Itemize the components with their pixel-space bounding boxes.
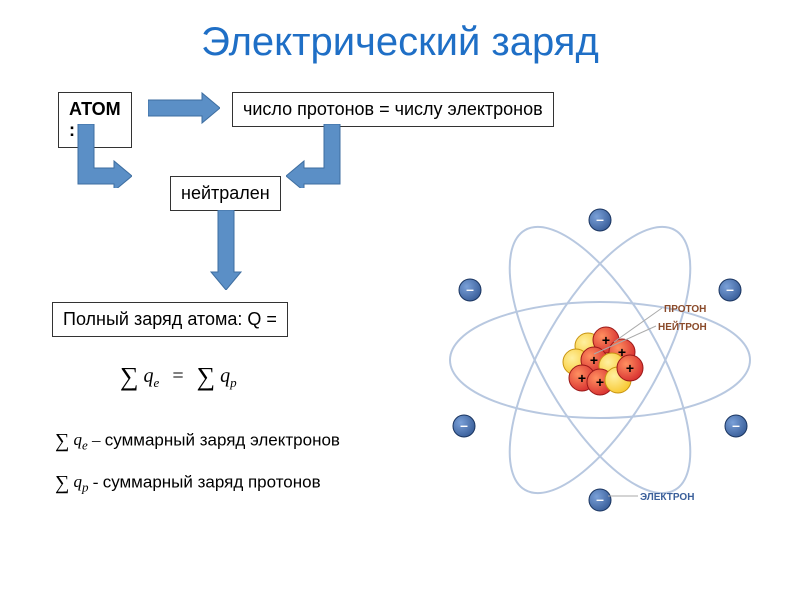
- sum-symbol-2: ∑: [197, 362, 216, 392]
- dash-e: –: [92, 430, 105, 449]
- sum-symbol-e: ∑: [55, 430, 69, 453]
- box-full-charge: Полный заряд атома: Q =: [52, 302, 288, 337]
- arrow-neutral-to-charge: [204, 210, 248, 290]
- box-pe-label: число протонов = числу электронов: [243, 99, 543, 119]
- box-atom-label1: АТОМ: [69, 99, 121, 119]
- svg-text:+: +: [590, 352, 598, 368]
- def-e-text: суммарный заряд электронов: [105, 430, 340, 449]
- atom-label-neutron: НЕЙТРОН: [658, 320, 707, 333]
- formula-def-electrons: ∑ qe – суммарный заряд электронов: [55, 430, 340, 454]
- svg-text:–: –: [460, 417, 468, 433]
- svg-text:+: +: [626, 360, 634, 376]
- svg-text:–: –: [726, 281, 734, 297]
- box-neutral-label: нейтрален: [181, 183, 270, 203]
- atom-model-diagram: ++++++––––––ПРОТОННЕЙТРОНЭЛЕКТРОН: [420, 200, 780, 520]
- sum-symbol-p: ∑: [55, 472, 69, 495]
- eq-sign: =: [164, 365, 191, 387]
- formula-def-protons: ∑ qp - суммарный заряд протонов: [55, 472, 321, 496]
- svg-text:–: –: [596, 491, 604, 507]
- svg-text:–: –: [732, 417, 740, 433]
- page-title: Электрический заряд: [0, 0, 800, 65]
- dash-p: -: [93, 472, 103, 491]
- atom-svg: ++++++––––––ПРОТОННЕЙТРОНЭЛЕКТРОН: [420, 200, 780, 520]
- box-protons-electrons: число протонов = числу электронов: [232, 92, 554, 127]
- svg-text:–: –: [596, 211, 604, 227]
- box-charge-label1: Полный заряд атома: Q =: [63, 309, 277, 329]
- svg-text:–: –: [466, 281, 474, 297]
- sum-symbol: ∑: [120, 362, 139, 392]
- var-qp: qp: [220, 365, 237, 387]
- svg-text:+: +: [578, 370, 586, 386]
- atom-label-electron: ЭЛЕКТРОН: [640, 492, 694, 503]
- var-qe-2: qe: [74, 430, 88, 449]
- def-p-text: суммарный заряд протонов: [103, 472, 321, 491]
- var-qe: qe: [144, 365, 160, 387]
- var-qp-2: qp: [74, 472, 89, 491]
- atom-label-proton: ПРОТОН: [664, 304, 706, 315]
- arrow-atom-to-neutral: [76, 124, 132, 188]
- svg-text:+: +: [602, 332, 610, 348]
- box-neutral: нейтрален: [170, 176, 281, 211]
- arrow-atom-to-pe: [148, 90, 220, 126]
- formula-sum-eq: ∑ qe = ∑ qp: [120, 362, 237, 392]
- svg-text:+: +: [596, 374, 604, 390]
- arrow-pe-to-neutral: [286, 124, 342, 188]
- box-atom-label2: :: [69, 120, 75, 140]
